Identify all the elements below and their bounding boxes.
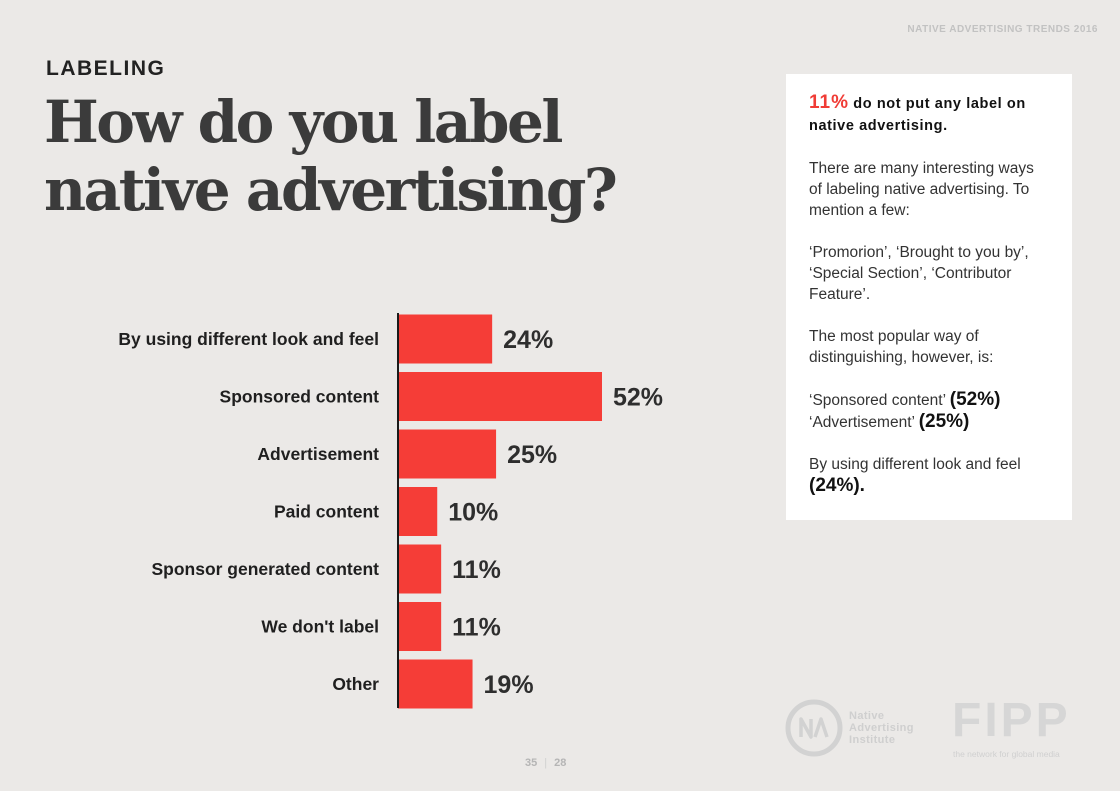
fipp-logo: FIPP [952,694,1071,747]
bar-2 [398,372,602,421]
callout-item-2-pct: (25%) [918,411,970,432]
callout-paragraph-2: ‘Promorion’, ‘Brought to you by’, ‘Speci… [809,244,1029,303]
page-title: How do you label native advertising? [44,88,664,224]
page-current: 35 [525,757,538,769]
bar-5 [398,544,442,594]
callout-paragraph-3: The most popular way of distinguishing, … [809,328,994,366]
nai-logo-line-3: Institute [849,734,896,746]
page-number: 35 | 28 [525,757,567,769]
category-label-2: Sponsored content [220,387,380,407]
callout-item-3-text: By using different look and feel [809,456,1021,473]
category-label-4: Paid content [274,502,379,522]
nai-logo-text: Native Advertising Institute [849,710,914,746]
title-line-1: How do you label [44,88,563,156]
callout-item-1-text: ‘Sponsored content’ [809,392,946,409]
nai-logo-icon [785,699,843,757]
category-label-7: Other [332,674,379,694]
nai-logo-line-1: Native [849,710,885,722]
bar-6 [398,602,442,651]
value-label-1: 24% [503,326,553,354]
callout-item-3-pct: (24%). [809,475,865,496]
category-label-3: Advertisement [257,444,379,464]
value-label-7: 19% [484,671,534,699]
nai-logo-line-2: Advertising [849,722,914,734]
value-label-5: 11% [452,556,501,584]
page-total: 28 [554,757,567,769]
bar-3 [398,429,497,479]
fipp-tagline: the network for global media [953,749,1060,759]
callout-highlight-pct: 11% [809,92,849,113]
callout-box: 11% do not put any label on native adver… [786,74,1072,520]
report-tag: NATIVE ADVERTISING TRENDS 2016 [907,24,1098,35]
value-label-4: 10% [448,499,498,527]
value-label-3: 25% [507,441,557,469]
callout-highlight-text: do not put any label on native advertisi… [809,96,1026,134]
category-label-6: We don't label [261,617,379,637]
bar-4 [398,487,438,536]
category-label-5: Sponsor generated content [151,559,379,579]
bar-7 [398,659,473,709]
callout-item-1-pct: (52%) [949,389,1001,410]
callout-paragraph-1: There are many interesting ways of label… [809,160,1034,219]
callout-item-2-text: ‘Advertisement’ [809,414,915,431]
bar-1 [398,314,493,364]
category-label-1: By using different look and feel [118,329,379,349]
title-line-2: native advertising? [44,156,618,224]
value-label-2: 52% [613,384,663,412]
section-label: LABELING [46,57,166,80]
value-label-6: 11% [452,614,501,642]
bar-chart: By using different look and feel 24% Spons… [118,313,663,709]
